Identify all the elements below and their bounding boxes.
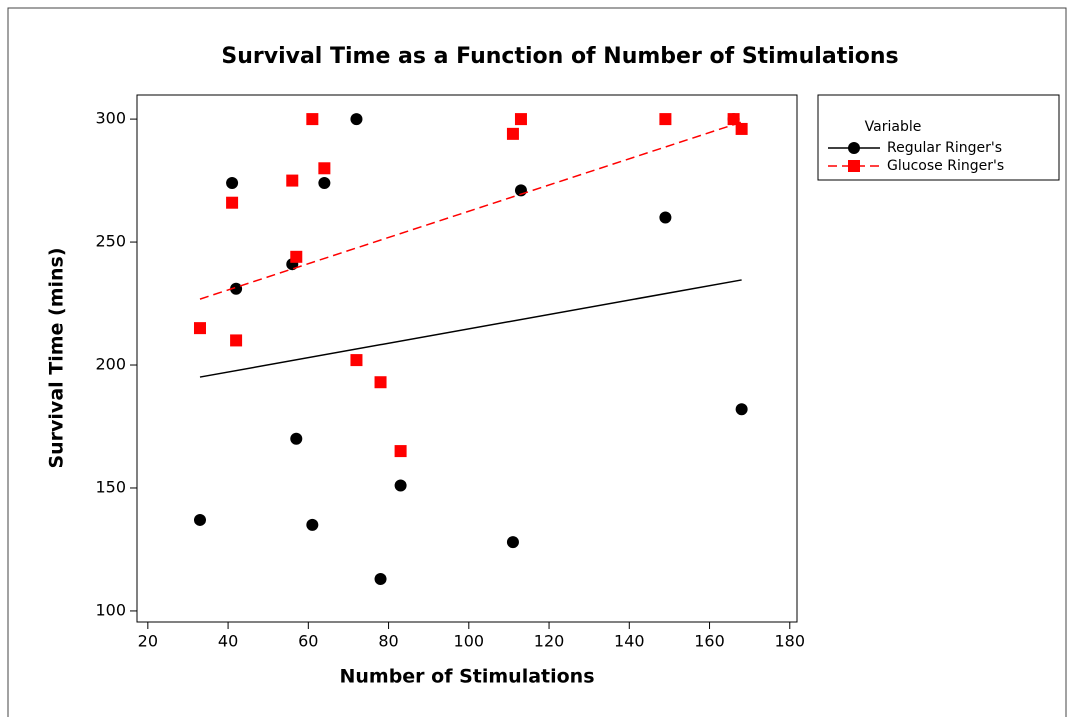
fit-line <box>199 121 742 300</box>
data-point <box>318 162 331 175</box>
fit-line <box>199 279 742 378</box>
data-point <box>226 177 239 190</box>
data-point <box>290 250 303 263</box>
legend-marker <box>848 142 860 154</box>
x-tick-label: 180 <box>775 632 806 651</box>
x-tick-label: 60 <box>298 632 318 651</box>
y-tick-label: 200 <box>95 355 126 374</box>
data-point <box>514 113 527 126</box>
data-point <box>659 113 672 126</box>
data-point <box>394 479 407 492</box>
y-axis-label: Survival Time (mins) <box>46 247 68 468</box>
data-point <box>306 518 319 531</box>
legend-title: Variable <box>865 119 922 135</box>
x-tick-label: 100 <box>454 632 485 651</box>
x-tick-label: 140 <box>614 632 645 651</box>
data-point <box>506 536 519 549</box>
data-point <box>394 445 407 458</box>
x-tick-label: 20 <box>138 632 158 651</box>
data-point <box>727 113 740 126</box>
data-point <box>735 122 748 135</box>
y-tick-label: 300 <box>95 109 126 128</box>
data-point <box>506 127 519 140</box>
x-tick-label: 40 <box>218 632 238 651</box>
data-point <box>193 322 206 335</box>
data-point <box>318 177 331 190</box>
data-point <box>306 113 319 126</box>
x-tick-label: 80 <box>378 632 398 651</box>
data-point <box>374 572 387 585</box>
data-point <box>659 211 672 224</box>
data-point <box>735 403 748 416</box>
data-point <box>226 196 239 209</box>
data-point <box>350 113 363 126</box>
data-point <box>286 174 299 187</box>
data-point <box>230 282 243 295</box>
plot-area <box>136 94 798 623</box>
data-point <box>374 376 387 389</box>
x-tick-label: 160 <box>694 632 725 651</box>
legend-marker <box>848 160 860 172</box>
legend-label: Glucose Ringer's <box>887 158 1004 174</box>
y-tick-label: 100 <box>95 600 126 619</box>
legend-label: Regular Ringer's <box>887 140 1002 156</box>
data-point <box>350 354 363 367</box>
data-point <box>230 334 243 347</box>
x-tick-label: 120 <box>534 632 565 651</box>
chart-title: Survival Time as a Function of Number of… <box>221 44 898 69</box>
y-tick-label: 250 <box>95 232 126 251</box>
data-point <box>290 432 303 445</box>
data-point <box>193 513 206 526</box>
y-tick-label: 150 <box>95 477 126 496</box>
x-axis-label: Number of Stimulations <box>339 666 594 688</box>
